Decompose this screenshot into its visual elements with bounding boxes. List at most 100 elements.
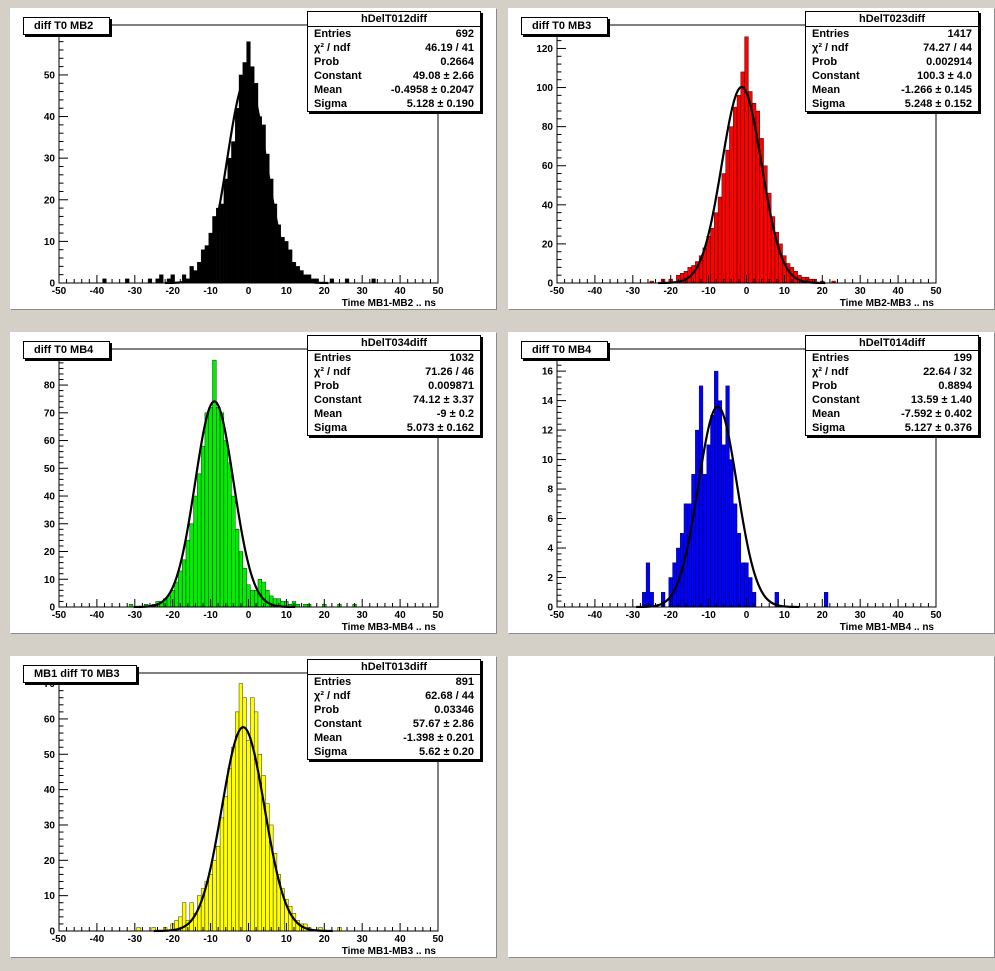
histogram-bar [231, 495, 236, 608]
stats-label: Sigma [314, 746, 348, 758]
x-tick-label: 0 [744, 286, 750, 297]
stats-value: 49.08 ± 2.66 [412, 70, 474, 82]
x-tick-label: 0 [744, 610, 750, 621]
x-tick-label: 0 [246, 934, 252, 945]
x-tick-label: -30 [128, 934, 143, 945]
histogram-bar [710, 415, 715, 608]
y-tick-label: 30 [44, 154, 56, 165]
stats-label: χ² / ndf [314, 366, 351, 378]
stats-row: Mean -1.398 ± 0.201 [308, 731, 480, 745]
histogram-bar [725, 149, 730, 284]
histogram-bar [721, 173, 726, 284]
stats-value: 57.67 ± 2.86 [412, 718, 474, 730]
histogram-bar [717, 400, 723, 608]
histogram-bar [204, 412, 209, 608]
y-tick-label: 16 [542, 367, 554, 378]
gaussian-fit-curve [164, 77, 329, 285]
histogram-plot: 0 20 40 60 80 100 120 -50 -40 -30 -20 -10 0 10 20 30 40 5… [536, 24, 942, 309]
stats-label: Entries [314, 676, 352, 688]
x-tick-label: 30 [855, 286, 867, 297]
histogram-bar [687, 503, 692, 608]
histogram-bar [208, 407, 213, 608]
stats-label: Constant [314, 718, 362, 730]
stats-label: Sigma [314, 422, 348, 434]
pad-title: diff T0 MB3 [521, 17, 609, 35]
stats-row: Mean -0.4958 ± 0.2047 [308, 83, 480, 97]
x-tick-label: -40 [90, 286, 105, 297]
stats-value: 5.128 ± 0.190 [406, 98, 474, 110]
stats-label: Mean [314, 408, 343, 420]
histogram-plot: 0102030405060-50-40-30-20-1001020304050T… [44, 24, 444, 309]
pad-title: diff T0 MB2 [23, 17, 111, 35]
x-tick-label: -20 [663, 286, 678, 297]
stats-value: 0.002914 [926, 56, 972, 68]
stats-value: 62.68 / 44 [425, 690, 474, 702]
y-tick-label: 10 [542, 455, 554, 466]
x-tick-label: -10 [203, 286, 218, 297]
stats-label: χ² / ndf [812, 42, 849, 54]
stats-label: Sigma [812, 98, 846, 110]
histogram-bar [159, 274, 164, 284]
x-tick-label: -20 [165, 286, 180, 297]
histogram-bar [695, 429, 700, 608]
stats-value: 0.2664 [440, 56, 474, 68]
stats-value: 891 [455, 676, 474, 688]
y-tick-label: 40 [44, 112, 56, 123]
x-tick-label: -40 [90, 934, 105, 945]
histogram-bar [231, 747, 236, 932]
y-tick-label: 80 [542, 122, 554, 133]
x-axis-title: Time MB1-MB2 .. ns [342, 298, 437, 309]
stats-value: 22.64 / 32 [923, 366, 972, 378]
histogram-bar [223, 440, 228, 608]
histogram-bar [216, 845, 221, 932]
x-tick-label: 20 [817, 286, 829, 297]
histogram-bar [729, 459, 734, 608]
y-tick-label: 20 [44, 856, 56, 867]
y-tick-label: 14 [542, 396, 554, 407]
histogram-bar [246, 739, 251, 932]
stats-value: 5.248 ± 0.152 [904, 98, 972, 110]
histogram-bar [227, 157, 232, 284]
histogram-bar [242, 62, 247, 284]
x-tick-label: 10 [281, 286, 293, 297]
stats-histogram-name: hDelT013diff [308, 660, 480, 675]
stats-value: -7.592 ± 0.402 [901, 408, 972, 420]
histogram-bar [193, 495, 198, 608]
histogram-bar [235, 711, 240, 932]
x-tick-label: 30 [357, 610, 369, 621]
histogram-bar [729, 126, 734, 284]
histogram-bar [265, 590, 270, 608]
histogram-bar [181, 559, 187, 608]
histogram-bar [733, 503, 738, 608]
histogram-bar [227, 768, 232, 932]
stats-label: Entries [314, 352, 352, 364]
stats-row: χ² / ndf 22.64 / 32 [806, 365, 978, 379]
x-tick-label: 50 [432, 286, 444, 297]
stats-histogram-name: hDelT014diff [806, 336, 978, 351]
x-tick-label: 40 [395, 934, 407, 945]
histogram-bar [714, 212, 719, 284]
y-tick-label: 8 [547, 485, 553, 496]
x-axis-title: Time MB2-MB3 .. ns [840, 298, 935, 309]
x-tick-label: -40 [588, 610, 603, 621]
stats-value: 13.59 ± 1.40 [910, 394, 972, 406]
x-tick-label: 40 [395, 610, 407, 621]
stats-label: χ² / ndf [314, 42, 351, 54]
y-tick-label: 2 [547, 573, 553, 584]
x-tick-label: -40 [588, 286, 603, 297]
histogram-bar [691, 474, 696, 608]
x-axis-title: Time MB1-MB4 .. ns [840, 622, 935, 633]
histogram-bar [178, 570, 183, 608]
stats-histogram-name: hDelT023diff [806, 12, 978, 27]
x-tick-label: -50 [52, 934, 67, 945]
y-tick-label: 60 [44, 714, 56, 725]
stats-label: Prob [314, 56, 340, 68]
stats-label: Prob [812, 56, 838, 68]
y-tick-label: 10 [44, 237, 56, 248]
stats-value: 5.073 ± 0.162 [406, 422, 474, 434]
stats-box: hDelT023diff Entries 1417 χ² / ndf 74.27 / 4… [805, 11, 979, 112]
x-tick-label: -30 [626, 610, 641, 621]
histogram-pad: 0 20 40 60 80 100 120 -50 -40 -30 -20 -10 0 10 20 30 40 5… [508, 8, 995, 310]
stats-row: χ² / ndf 46.19 / 41 [308, 41, 480, 55]
stats-row: Mean -7.592 ± 0.402 [806, 407, 978, 421]
